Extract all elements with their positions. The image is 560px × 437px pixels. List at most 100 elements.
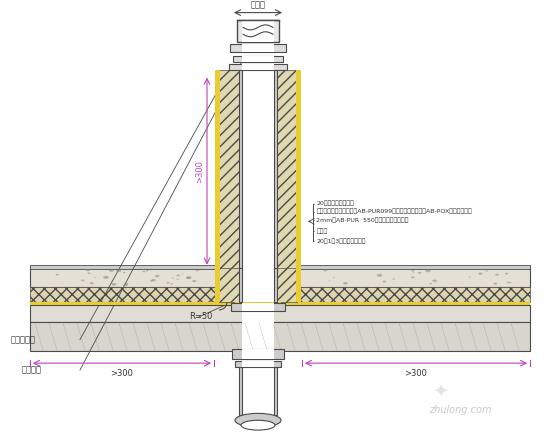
Bar: [242, 303, 274, 311]
Ellipse shape: [123, 272, 125, 273]
Ellipse shape: [478, 273, 483, 275]
Bar: [231, 303, 285, 311]
Ellipse shape: [432, 280, 437, 282]
Ellipse shape: [94, 277, 96, 278]
Ellipse shape: [111, 283, 116, 285]
Ellipse shape: [493, 283, 497, 285]
Ellipse shape: [86, 269, 90, 271]
Ellipse shape: [87, 272, 91, 274]
Ellipse shape: [505, 273, 508, 274]
Ellipse shape: [382, 281, 386, 283]
Text: >300: >300: [110, 369, 133, 378]
Ellipse shape: [393, 278, 395, 280]
Ellipse shape: [435, 283, 437, 284]
Text: 管卫位: 管卫位: [250, 0, 265, 10]
Bar: [30, 265, 530, 269]
Ellipse shape: [186, 277, 190, 279]
Bar: [30, 322, 530, 351]
Ellipse shape: [176, 279, 179, 280]
Bar: [30, 267, 530, 287]
Bar: [296, 70, 301, 273]
Ellipse shape: [413, 272, 414, 273]
Bar: [219, 267, 239, 302]
Ellipse shape: [151, 279, 156, 281]
Text: 20厚水泥砂浆保护层: 20厚水泥砂浆保护层: [316, 201, 354, 206]
Ellipse shape: [192, 280, 197, 282]
Text: ✦: ✦: [432, 381, 448, 400]
Bar: [229, 64, 287, 70]
Bar: [30, 302, 530, 305]
Bar: [239, 70, 242, 273]
Bar: [30, 287, 530, 302]
Bar: [242, 44, 274, 52]
Bar: [232, 349, 284, 359]
Ellipse shape: [123, 284, 128, 286]
Bar: [274, 267, 277, 302]
Bar: [274, 367, 277, 415]
Ellipse shape: [486, 271, 488, 272]
Ellipse shape: [146, 270, 148, 271]
Ellipse shape: [323, 269, 327, 271]
Text: >300: >300: [404, 369, 427, 378]
Text: 2mm厚AB-PUR  550聚氨酯聚氨防水涂料: 2mm厚AB-PUR 550聚氨酯聚氨防水涂料: [316, 218, 409, 223]
Bar: [219, 70, 239, 273]
Ellipse shape: [109, 269, 114, 272]
Ellipse shape: [495, 274, 499, 276]
Ellipse shape: [170, 283, 173, 284]
Bar: [242, 361, 274, 367]
Ellipse shape: [142, 271, 145, 272]
Ellipse shape: [333, 277, 334, 278]
Bar: [233, 56, 283, 62]
Ellipse shape: [329, 280, 330, 281]
Text: 20厚1：3水泥砂浆找平层: 20厚1：3水泥砂浆找平层: [316, 238, 366, 244]
Ellipse shape: [166, 282, 170, 284]
Bar: [242, 64, 274, 70]
Ellipse shape: [411, 277, 414, 278]
Text: 保氧层胶带: 保氧层胶带: [11, 335, 36, 344]
Bar: [230, 44, 286, 52]
Bar: [239, 367, 242, 415]
Ellipse shape: [426, 269, 431, 272]
Text: R=50: R=50: [189, 312, 212, 321]
Ellipse shape: [103, 276, 109, 279]
Bar: [242, 21, 274, 42]
Bar: [30, 305, 530, 322]
Bar: [242, 367, 274, 415]
Bar: [277, 267, 297, 302]
Ellipse shape: [81, 280, 85, 281]
Bar: [239, 267, 242, 302]
Bar: [277, 70, 297, 273]
Text: 保温层: 保温层: [316, 229, 328, 234]
Text: >300: >300: [195, 160, 204, 183]
Bar: [215, 267, 220, 302]
Ellipse shape: [235, 413, 281, 427]
Ellipse shape: [377, 274, 382, 277]
Ellipse shape: [55, 274, 59, 276]
Text: 滑动装置: 滑动装置: [22, 365, 42, 375]
Ellipse shape: [150, 280, 153, 282]
Ellipse shape: [343, 282, 348, 284]
Bar: [235, 302, 281, 309]
Bar: [242, 24, 274, 371]
Ellipse shape: [176, 274, 180, 276]
Bar: [235, 361, 281, 367]
Ellipse shape: [241, 420, 275, 430]
Ellipse shape: [430, 283, 432, 284]
Bar: [237, 21, 279, 42]
Ellipse shape: [196, 270, 198, 271]
Ellipse shape: [116, 269, 121, 272]
Ellipse shape: [155, 275, 160, 277]
Bar: [242, 56, 274, 62]
Ellipse shape: [171, 277, 174, 279]
Ellipse shape: [186, 276, 192, 279]
Ellipse shape: [124, 283, 128, 284]
Ellipse shape: [507, 281, 510, 283]
Bar: [274, 70, 277, 273]
Bar: [296, 267, 301, 302]
Ellipse shape: [90, 282, 94, 284]
Ellipse shape: [509, 282, 511, 283]
Text: zhulong.com: zhulong.com: [429, 406, 491, 416]
Ellipse shape: [418, 272, 422, 274]
Bar: [242, 349, 274, 359]
Ellipse shape: [412, 270, 414, 271]
